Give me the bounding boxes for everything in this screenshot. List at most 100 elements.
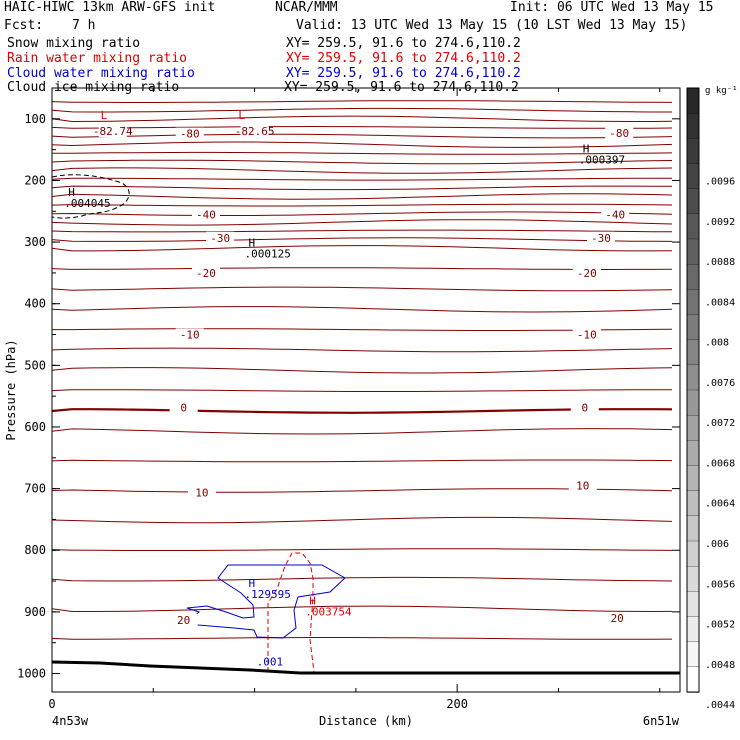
- isotherm-label: -10: [180, 329, 200, 342]
- extremum-value: .000397: [579, 154, 625, 167]
- valid-time: Valid: 13 UTC Wed 13 May 15 (10 LST Wed …: [296, 18, 688, 33]
- temperature-contours: [51, 100, 673, 640]
- isotherm-line: [51, 605, 673, 613]
- label-bg: [603, 612, 632, 625]
- extremum-marker: H: [249, 236, 256, 249]
- y-tick-label: 300: [24, 235, 46, 249]
- isotherm-label: -40: [605, 208, 625, 221]
- isotherm-line: [52, 328, 673, 331]
- isotherm-label: -20: [196, 267, 216, 280]
- field-name-cloud-water: Cloud water mixing ratio: [7, 66, 195, 81]
- y-tick-label: 200: [24, 173, 46, 187]
- label-bg: [206, 231, 235, 244]
- isotherm-line: [51, 125, 673, 129]
- extremum-marker: H: [309, 594, 316, 607]
- label-bg: [175, 127, 204, 140]
- extremum-marker: H: [583, 143, 590, 156]
- isotherm-line: [51, 576, 673, 582]
- colorbar-cell: [686, 163, 700, 190]
- x-tick-label: 0: [48, 697, 55, 711]
- isotherm-line: [51, 115, 673, 123]
- left-endpoint-label: 4n53w: [52, 714, 89, 728]
- isotherm-line: [51, 151, 673, 155]
- colorbar-cell: [686, 213, 700, 240]
- isotherm-line: [51, 167, 673, 174]
- y-tick-label: 600: [24, 420, 46, 434]
- y-tick-label: 400: [24, 297, 46, 311]
- isotherm-line: [51, 459, 673, 463]
- colorbar-tick-label: .008: [705, 338, 729, 349]
- extremum-value: .003754: [305, 605, 352, 618]
- colorbar-tick-label: .0052: [705, 620, 735, 631]
- label-bg: [605, 126, 634, 139]
- isotherm-line: [51, 141, 673, 148]
- x-axis-label: Distance (km): [319, 714, 413, 728]
- label-bg: [169, 613, 198, 626]
- colorbar-cell: [686, 566, 700, 592]
- colorbar-cell: [686, 289, 700, 316]
- isotherm-line: [51, 177, 672, 181]
- isotherm-label: -82.65: [235, 125, 275, 138]
- isotherm-line: [51, 347, 673, 353]
- isotherm-label: 20: [611, 612, 624, 625]
- isotherm-line: [51, 267, 673, 270]
- label-bg: [568, 479, 597, 492]
- colorbar-tick-label: .0064: [705, 499, 735, 510]
- isotherm-line: [51, 159, 673, 165]
- isotherm-line: [51, 389, 672, 392]
- colorbar-cell: [686, 188, 700, 215]
- isotherm-line: [51, 548, 673, 551]
- field-xy-cloud-water: XY= 259.5, 91.6 to 274.6,110.2: [286, 66, 521, 81]
- isotherm-label: -30: [591, 232, 611, 245]
- extremum-marker: H: [249, 577, 256, 590]
- isotherm-label: -20: [577, 267, 597, 280]
- isotherm-line: [51, 428, 673, 435]
- field-xy-rain: XY= 259.5, 91.6 to 274.6,110.2: [286, 51, 521, 66]
- isotherm-label: -82.74: [93, 125, 133, 138]
- isotherm-label: 0: [581, 401, 588, 414]
- label-bg: [175, 328, 204, 341]
- colorbar-frame: [686, 87, 700, 693]
- isotherm-label: -40: [196, 208, 216, 221]
- colorbar-tick-label: .0044: [705, 700, 735, 711]
- label-bg: [572, 328, 601, 341]
- isotherm-line: [51, 367, 673, 374]
- isotherm-label: -80: [609, 127, 629, 140]
- colorbar-cell: [686, 264, 700, 290]
- colorbar-tick-label: .0068: [705, 458, 735, 469]
- label-bg: [191, 208, 220, 221]
- y-tick-label: 1000: [17, 667, 46, 681]
- right-endpoint-label: 6n51w: [643, 714, 680, 728]
- isotherm-line: [51, 100, 673, 103]
- isotherm-line: [51, 245, 673, 252]
- colorbar-cell: [686, 113, 700, 139]
- colorbar-cell: [686, 440, 700, 467]
- colorbar-cell: [686, 87, 700, 114]
- field-name-rain: Rain water mixing ratio: [7, 51, 188, 66]
- label-bg: [572, 266, 601, 279]
- isotherm-line: [51, 408, 673, 414]
- y-tick-label: 700: [24, 482, 46, 496]
- colorbar-cell: [686, 138, 700, 165]
- label-bg: [169, 401, 198, 414]
- colorbar-tick-label: .0056: [705, 579, 735, 590]
- isotherm-line: [51, 229, 673, 233]
- colorbar-tick-label: .0072: [705, 418, 735, 429]
- isotherm-label: -80: [180, 128, 200, 141]
- colorbar-tick-label: .0084: [705, 297, 735, 308]
- extremum-marker: L: [101, 109, 108, 122]
- label-bg: [570, 401, 599, 414]
- field-name-snow: Snow mixing ratio: [7, 36, 141, 51]
- isotherm-label: 10: [195, 486, 208, 499]
- colorbar-cell: [686, 641, 700, 668]
- forecast-value: 7 h: [72, 18, 96, 33]
- extremum-value: .004045: [64, 197, 110, 210]
- isotherm-line: [51, 237, 673, 242]
- isotherm-line: [51, 193, 673, 200]
- cloud-water-contour: [184, 564, 346, 639]
- colorbar-tick-label: .0076: [705, 378, 735, 389]
- isotherm-line: [51, 219, 673, 226]
- label-bg: [187, 486, 216, 499]
